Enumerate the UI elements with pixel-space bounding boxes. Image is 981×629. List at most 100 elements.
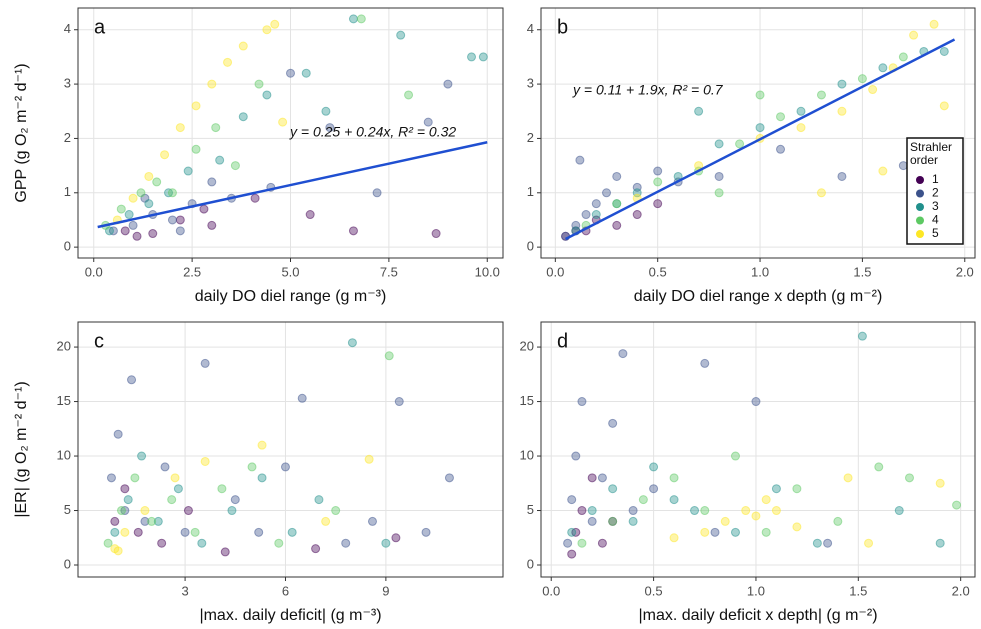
point xyxy=(741,506,751,516)
point xyxy=(199,204,209,214)
point xyxy=(157,538,167,548)
point xyxy=(421,527,431,537)
point xyxy=(571,451,581,461)
legend-swatch xyxy=(916,216,924,225)
point xyxy=(238,112,248,122)
point xyxy=(874,462,884,472)
point xyxy=(207,79,217,89)
point xyxy=(894,506,904,516)
point xyxy=(301,68,311,78)
y-tick-label: 15 xyxy=(57,393,71,408)
point xyxy=(120,226,130,236)
point xyxy=(200,358,210,368)
point xyxy=(837,79,847,89)
point xyxy=(257,440,267,450)
y-tick-label: 10 xyxy=(57,447,71,462)
point xyxy=(577,538,587,548)
point xyxy=(898,52,908,62)
point xyxy=(628,506,638,516)
point xyxy=(394,397,404,407)
x-axis-label: |max. daily deficit| (g m⁻³) xyxy=(199,607,381,624)
point xyxy=(391,533,401,543)
point xyxy=(140,506,150,516)
point xyxy=(904,473,914,483)
point xyxy=(372,188,382,198)
points xyxy=(103,338,454,557)
point xyxy=(120,527,130,537)
legend-title: Strahler xyxy=(910,140,952,154)
legend-label: 2 xyxy=(932,186,939,200)
point xyxy=(200,456,210,466)
point xyxy=(137,451,147,461)
legend-swatch xyxy=(916,189,924,198)
points xyxy=(561,19,949,241)
point xyxy=(952,500,962,510)
point xyxy=(669,495,679,505)
y-tick-label: 20 xyxy=(57,339,71,354)
point xyxy=(175,123,185,133)
point xyxy=(587,516,597,526)
point xyxy=(211,123,221,133)
point xyxy=(124,210,134,220)
point xyxy=(175,226,185,236)
point xyxy=(183,506,193,516)
point xyxy=(837,171,847,181)
y-tick-label: 20 xyxy=(520,339,534,354)
point xyxy=(735,139,745,149)
point xyxy=(857,74,867,84)
x-tick-label: 0.5 xyxy=(649,264,667,279)
x-tick-label: 10.0 xyxy=(475,264,500,279)
point xyxy=(148,229,158,239)
point xyxy=(341,538,351,548)
point xyxy=(755,90,765,100)
point xyxy=(110,527,120,537)
fit-line xyxy=(564,38,956,241)
point xyxy=(127,375,137,385)
point xyxy=(618,349,628,359)
legend-swatch xyxy=(916,203,924,211)
legend-label: 4 xyxy=(932,213,939,227)
point xyxy=(700,358,710,368)
point xyxy=(140,516,150,526)
point xyxy=(929,19,939,29)
point xyxy=(133,527,143,537)
point xyxy=(792,484,802,494)
plot-border xyxy=(77,321,504,578)
point xyxy=(755,123,765,133)
point xyxy=(117,506,127,516)
point xyxy=(649,462,659,472)
panel-letter: c xyxy=(94,330,104,352)
x-tick-label: 1.0 xyxy=(747,583,765,598)
point xyxy=(364,454,374,464)
point xyxy=(250,193,260,203)
point xyxy=(311,544,321,554)
legend-title: order xyxy=(910,153,938,167)
point xyxy=(230,495,240,505)
point xyxy=(628,516,638,526)
point xyxy=(257,473,267,483)
point xyxy=(761,495,771,505)
y-tick-label: 3 xyxy=(64,76,71,91)
legend-label: 5 xyxy=(932,226,939,240)
legend-label: 1 xyxy=(932,172,939,186)
point xyxy=(690,506,700,516)
point xyxy=(581,210,591,220)
point xyxy=(287,527,297,537)
point xyxy=(280,462,290,472)
point xyxy=(128,220,138,230)
point xyxy=(103,538,113,548)
point xyxy=(653,177,663,187)
point xyxy=(567,527,577,537)
point xyxy=(254,527,264,537)
plot-background xyxy=(541,8,975,258)
point xyxy=(602,188,612,198)
y-tick-label: 0 xyxy=(64,556,71,571)
point xyxy=(381,538,391,548)
point xyxy=(152,177,162,187)
point xyxy=(591,199,601,209)
point xyxy=(321,516,331,526)
point xyxy=(396,30,406,40)
point xyxy=(710,527,720,537)
point xyxy=(167,215,177,225)
